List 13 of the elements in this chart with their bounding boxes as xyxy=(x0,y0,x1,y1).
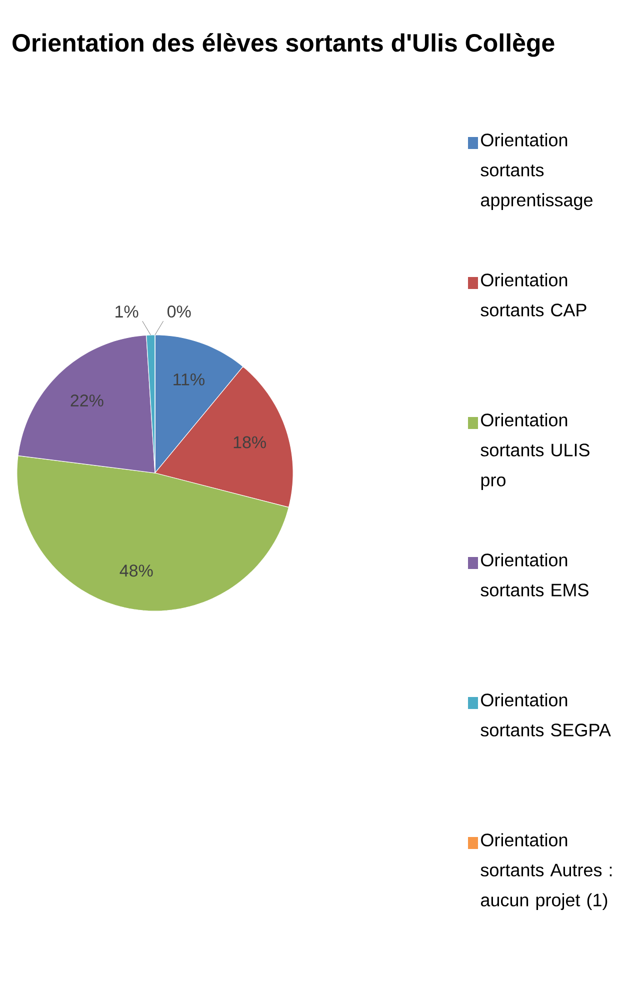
data-label: 11% xyxy=(174,374,204,386)
chart-title: Orientation des élèves sortants d'Ulis Collège xyxy=(12,33,554,57)
legend-label: Orientation sortants SEGPA xyxy=(480,693,611,736)
data-label: 48% xyxy=(120,564,153,577)
legend-label: Orientation sortants apprentissage xyxy=(480,133,592,210)
data-label: 22% xyxy=(70,394,104,406)
legend-label: Orientation sortants CAP xyxy=(480,273,586,316)
data-label: 18% xyxy=(234,436,266,448)
text: 0% xyxy=(167,306,191,318)
legend-label: Orientation sortants ULIS pro xyxy=(480,413,590,490)
legend-label: Orientation sortants Autres : aucun projet (1) xyxy=(480,833,612,910)
legend-label: Orientation sortants EMS xyxy=(480,553,588,596)
data-label: 1% xyxy=(116,306,138,318)
